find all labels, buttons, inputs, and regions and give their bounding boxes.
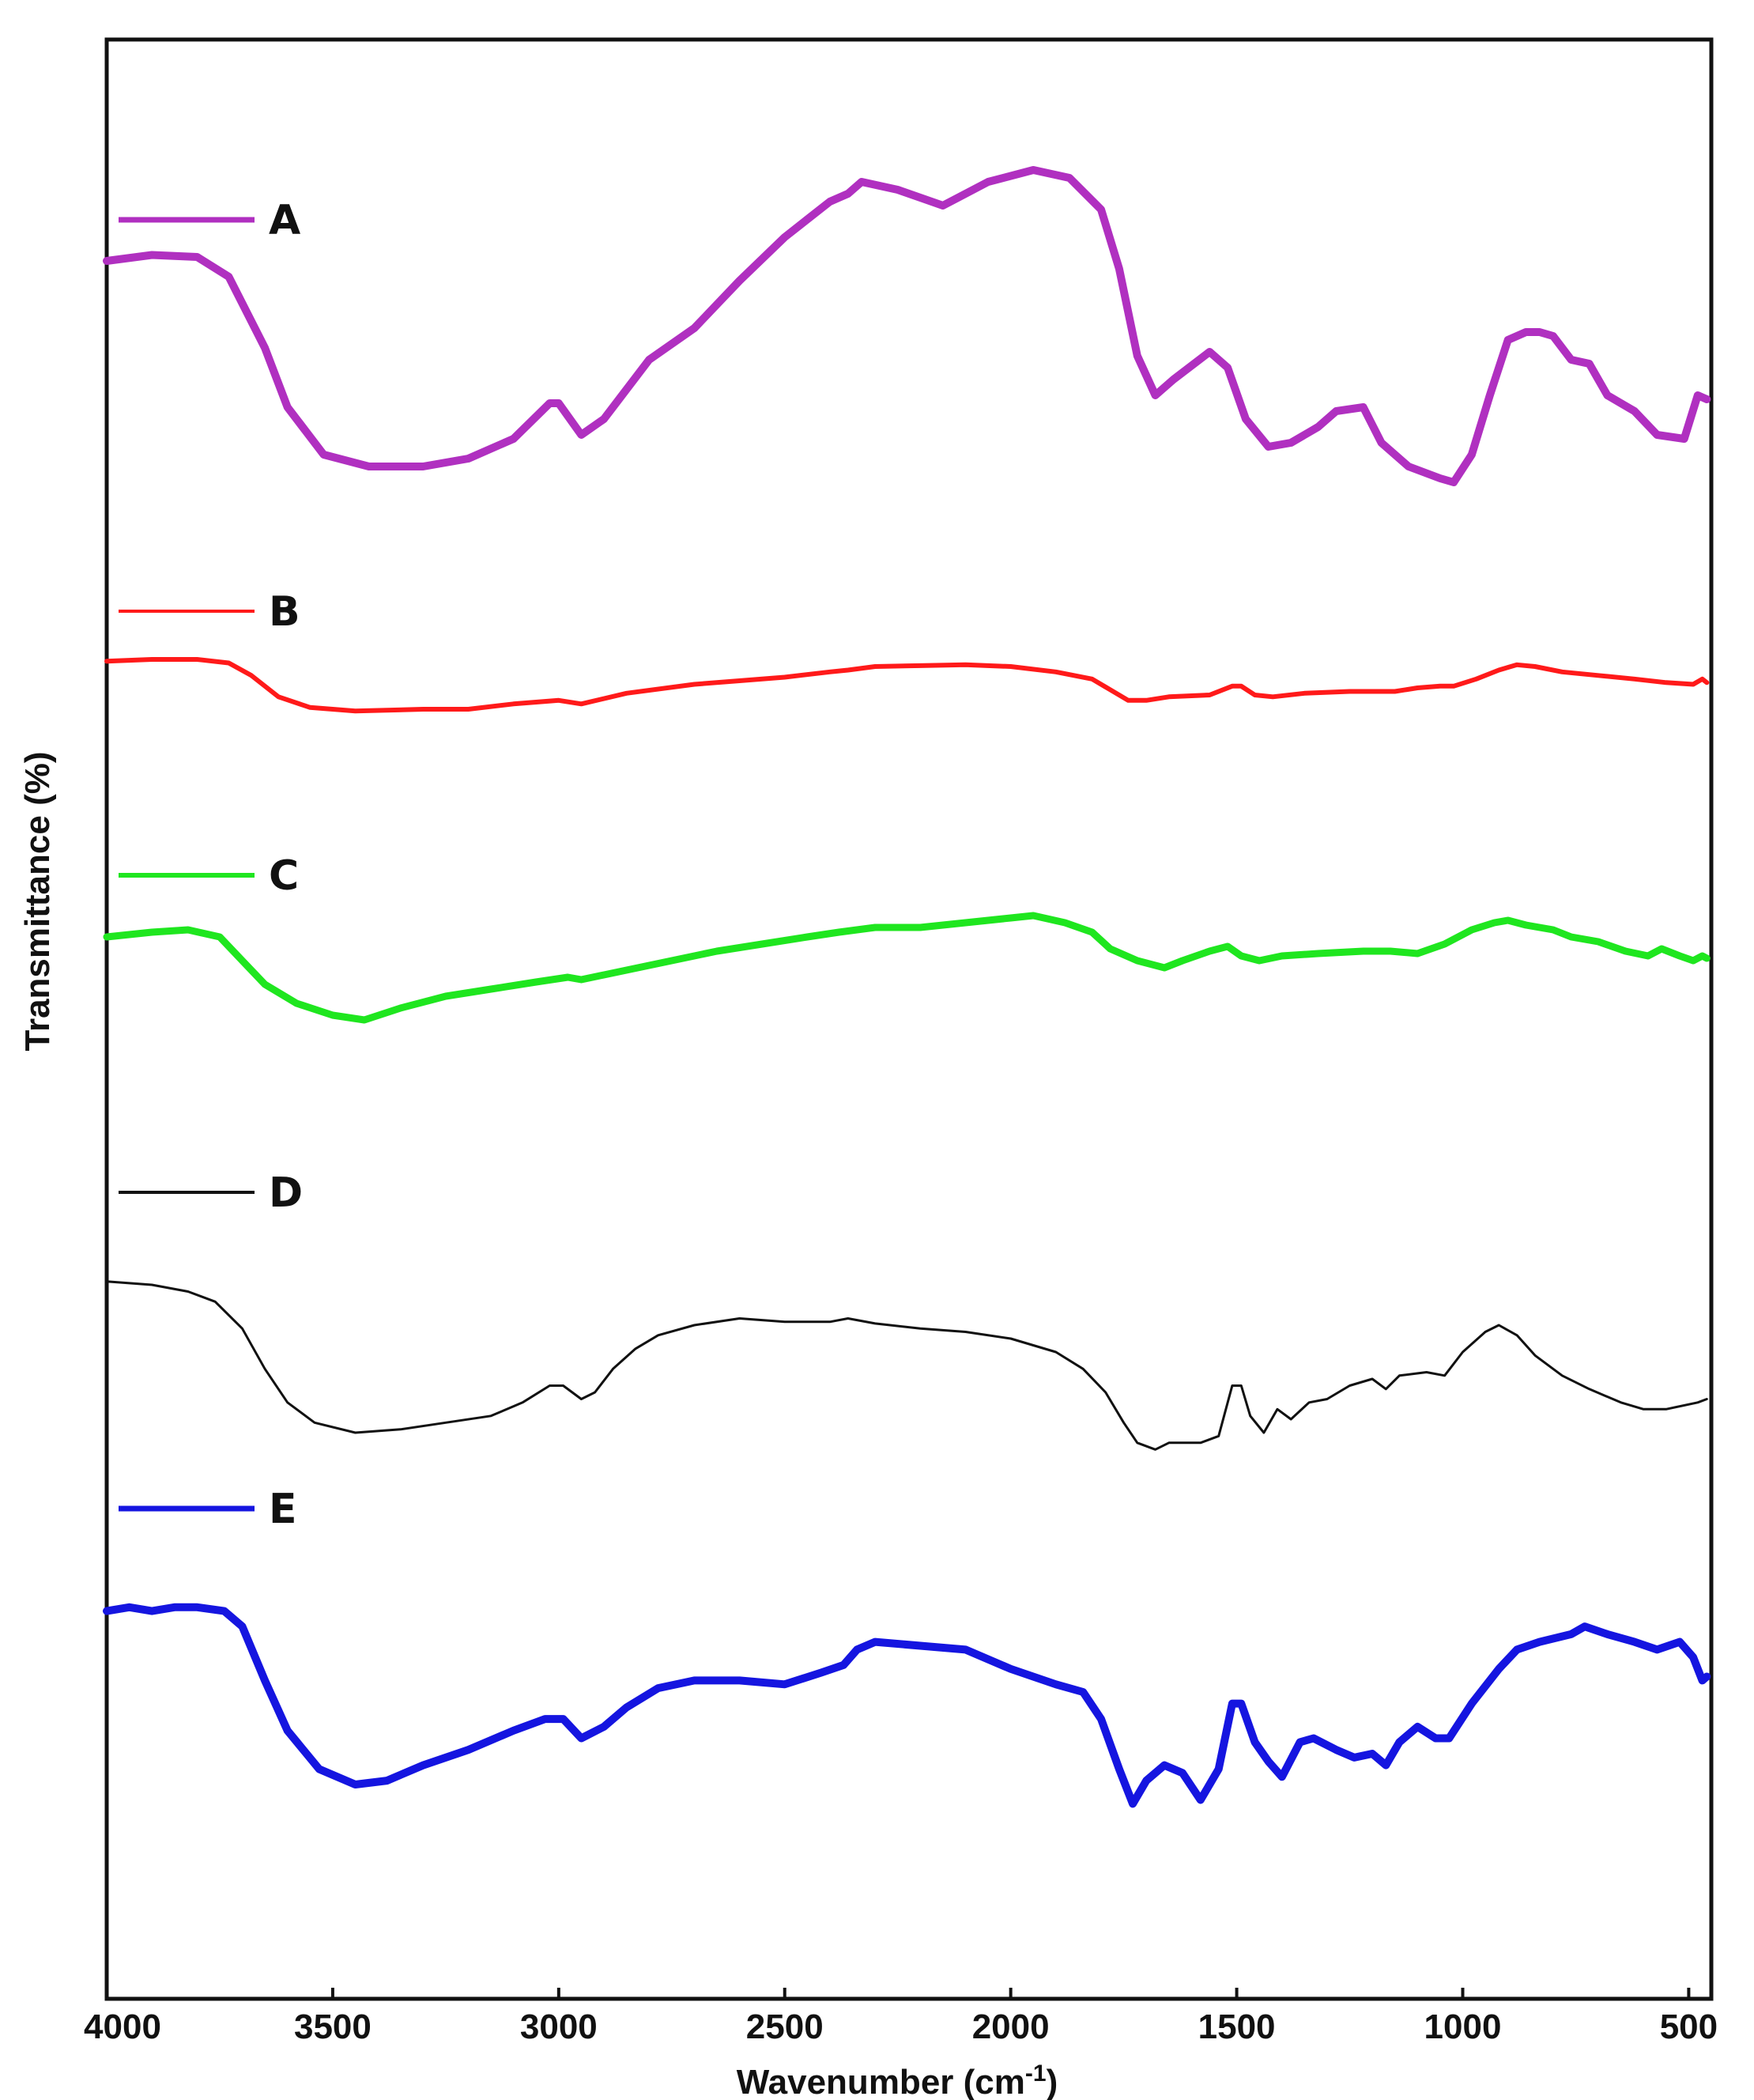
series-layer: [103, 166, 1711, 1808]
x-axis-title-superscript: -1: [1025, 2060, 1047, 2087]
legend-entry-B: B: [119, 588, 300, 636]
x-tick-label-2500: 2500: [746, 2007, 824, 2046]
series-line-D: [105, 1280, 1708, 1451]
series-line-B: [104, 657, 1710, 714]
x-axis-title-main: Wavenumber (cm: [737, 2063, 1025, 2100]
x-axis-title-close: ): [1047, 2063, 1058, 2100]
legend-label-D: D: [269, 1169, 303, 1217]
x-tick-label-1000: 1000: [1424, 2007, 1502, 2046]
x-axis-title: Wavenumber (cm-1): [737, 2060, 1058, 2100]
legend-entry-A: A: [119, 197, 300, 244]
legend-layer: A B C D E: [119, 197, 303, 1533]
x-axis-ticks: 4000 3500 3000 2500 2000 1500 1000 500: [84, 1988, 1718, 2046]
x-tick-label-3500: 3500: [294, 2007, 372, 2046]
legend-entry-D: D: [119, 1169, 303, 1217]
x-tick-label-3000: 3000: [520, 2007, 598, 2046]
legend-label-A: A: [269, 197, 300, 244]
plot-frame: [104, 37, 1714, 2001]
x-tick-label-4000: 4000: [84, 2007, 161, 2046]
series-line-A: [103, 166, 1711, 486]
legend-label-E: E: [269, 1486, 297, 1533]
legend-label-C: C: [269, 852, 299, 900]
x-tick-label-2000: 2000: [972, 2007, 1050, 2046]
x-tick-label-500: 500: [1660, 2007, 1718, 2046]
y-axis-title: Transmittance (%): [18, 752, 57, 1052]
legend-entry-C: C: [119, 852, 299, 900]
legend-label-B: B: [269, 588, 300, 636]
legend-entry-E: E: [119, 1486, 297, 1533]
series-line-C: [103, 912, 1711, 1024]
series-line-E: [103, 1603, 1711, 1808]
x-tick-label-1500: 1500: [1198, 2007, 1276, 2046]
